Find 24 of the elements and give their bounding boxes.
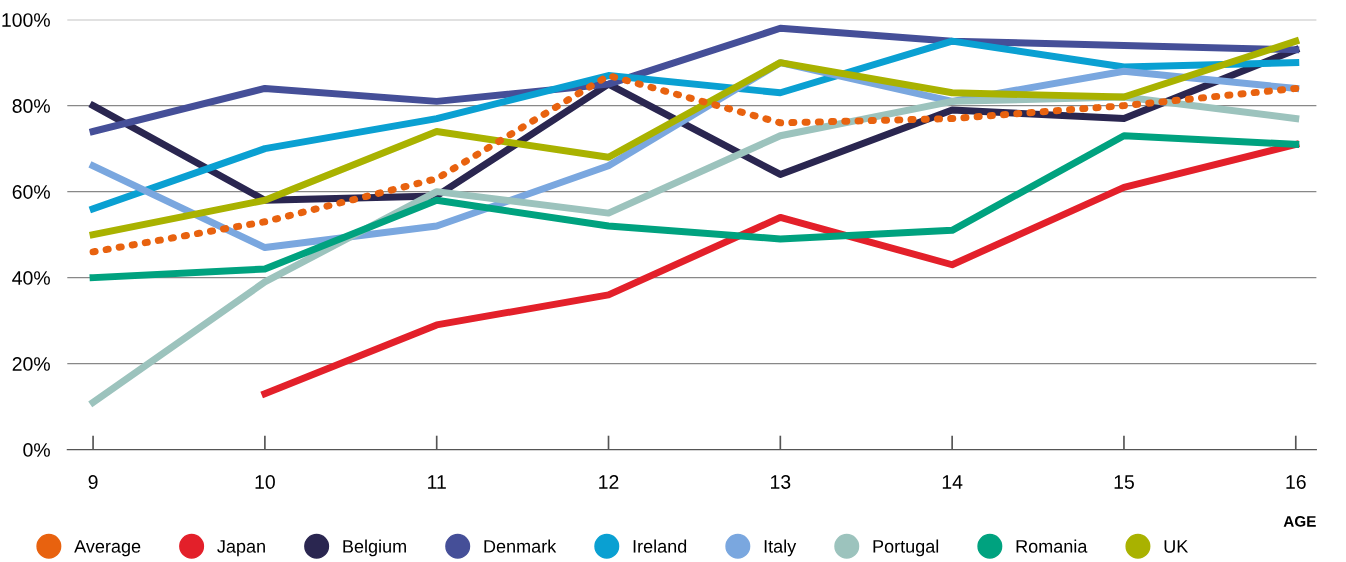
- legend-label: Romania: [1016, 539, 1088, 553]
- x-tick-label: 13: [771, 475, 791, 489]
- x-tick-label: 9: [88, 475, 98, 489]
- x-tick-label: 12: [599, 475, 619, 489]
- x-tick-label: 14: [942, 475, 963, 489]
- y-tick-label: 0%: [23, 443, 50, 457]
- legend-label: Average: [74, 540, 141, 557]
- legend-label: Ireland: [633, 539, 687, 553]
- x-tick-label: 11: [428, 475, 446, 489]
- legend-label: Portugal: [873, 539, 939, 557]
- x-tick-label: 15: [1114, 475, 1134, 489]
- x-axis-title: AGE: [1283, 515, 1316, 527]
- legend-label: UK: [1164, 540, 1189, 553]
- legend-label: Japan: [217, 540, 265, 557]
- y-tick-label: 80%: [12, 99, 50, 113]
- y-tick-label: 40%: [12, 271, 50, 285]
- y-tick-label: 20%: [12, 357, 50, 371]
- legend-label: Denmark: [484, 539, 557, 553]
- legend-label: Belgium: [343, 539, 406, 557]
- y-tick-label: 60%: [12, 185, 50, 199]
- x-tick-label: 16: [1286, 475, 1306, 489]
- y-tick-label: 100%: [2, 13, 50, 27]
- legend-label: Italy: [764, 539, 797, 557]
- x-tick-label: 10: [255, 475, 275, 489]
